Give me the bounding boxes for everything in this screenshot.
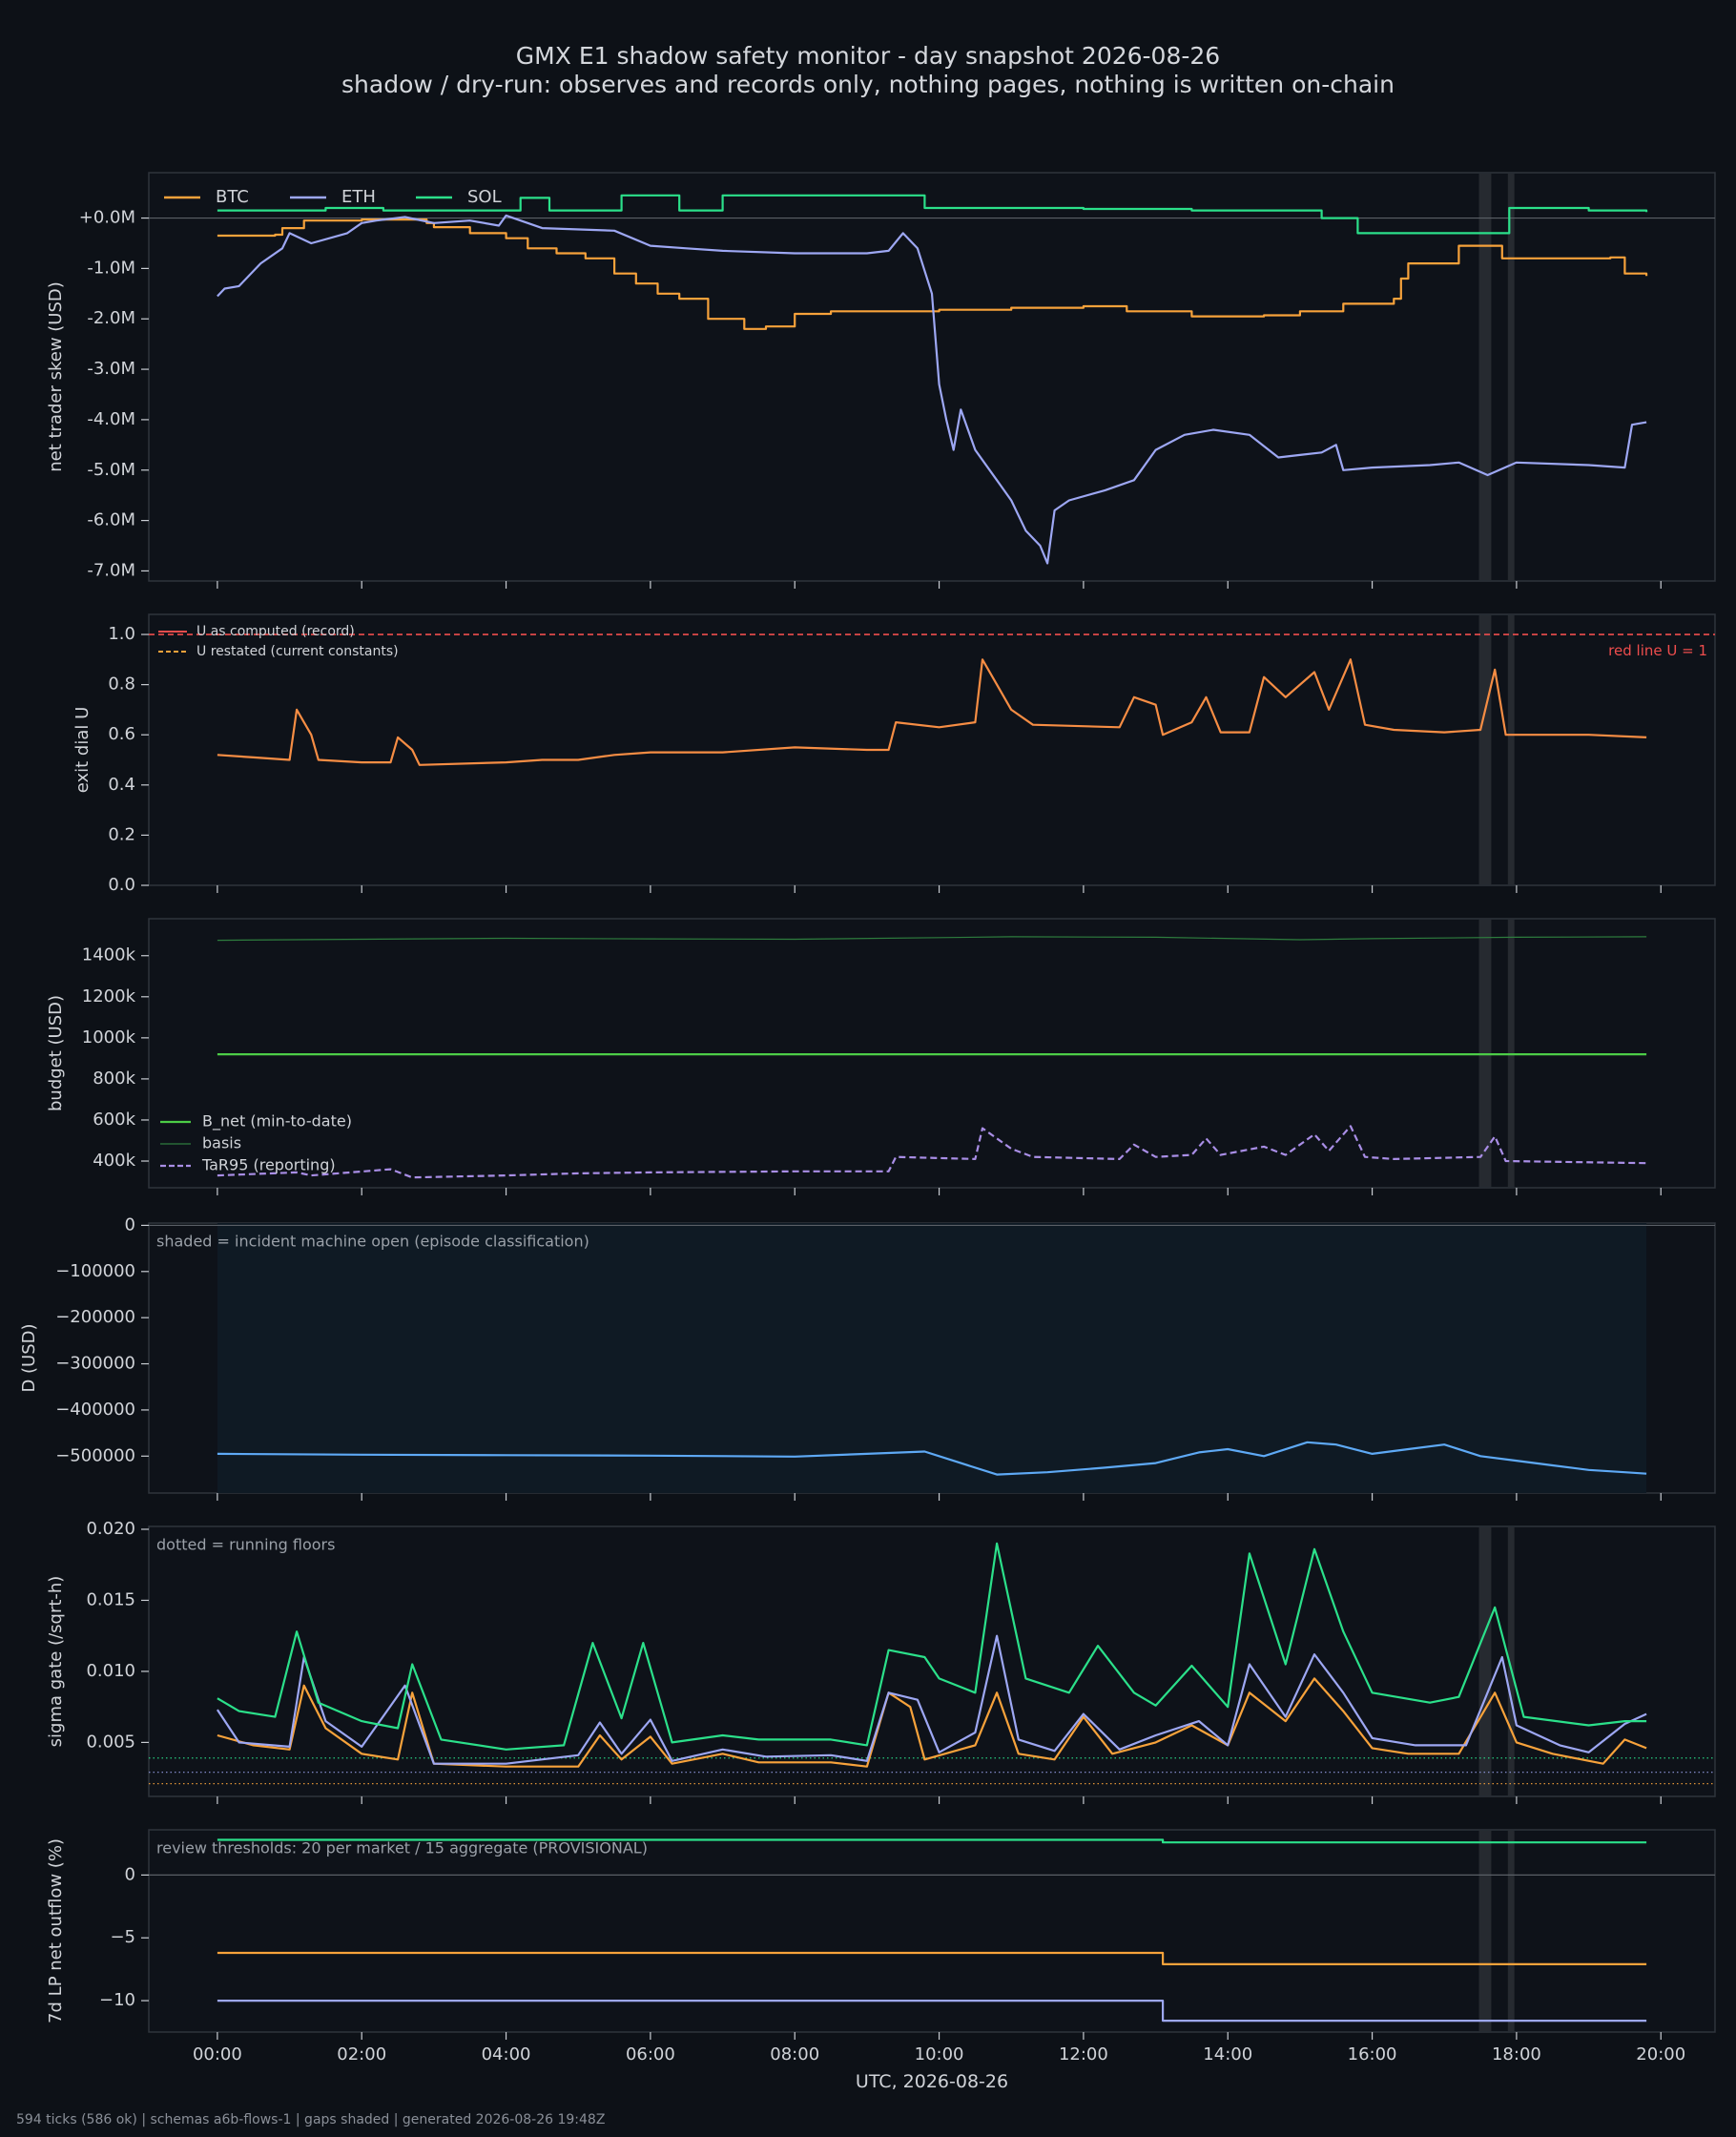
x-tick-label: 02:00 xyxy=(337,2044,386,2064)
panel-2: red line U = 1 0.0 0.2 0.4 0.6 0.8 1.0 exit dia… xyxy=(72,613,1716,895)
y-axis-label: budget (USD) xyxy=(46,995,66,1111)
y-axis-label: net trader skew (USD) xyxy=(46,281,66,472)
y-tick-label: -3.0M xyxy=(87,359,135,379)
legend-label: BTC xyxy=(216,187,249,207)
series-line-value xyxy=(217,658,1647,766)
series-line-sol xyxy=(217,1838,1647,1844)
y-tick-label: 600k xyxy=(93,1110,135,1130)
x-tick-label: 18:00 xyxy=(1492,2044,1541,2064)
panel-frame xyxy=(148,613,1716,886)
y-tick-label: 1000k xyxy=(82,1027,136,1048)
y-tick-label: −500000 xyxy=(55,1445,135,1465)
series-line-tar95-reporting- xyxy=(217,1125,1647,1179)
y-axis-label: sigma gate (/sqrt-h) xyxy=(46,1576,66,1748)
y-tick-label: 800k xyxy=(93,1068,135,1089)
legend-label: ETH xyxy=(341,187,376,207)
y-tick-label: 0.005 xyxy=(86,1732,135,1752)
red-line-label: red line U = 1 xyxy=(1608,642,1707,659)
series-line-eth xyxy=(217,2000,1647,2023)
y-tick-label: 0.8 xyxy=(108,674,135,695)
x-tick-label: 14:00 xyxy=(1203,2044,1252,2064)
y-tick-label: -5.0M xyxy=(87,460,135,480)
y-tick-label: 0.2 xyxy=(108,824,135,844)
x-tick-label: 06:00 xyxy=(626,2044,675,2064)
y-tick-label: 400k xyxy=(93,1151,135,1171)
y-tick-label: 0.015 xyxy=(86,1589,135,1609)
series-line-basis xyxy=(217,936,1647,942)
series-line-sol xyxy=(217,1542,1647,1751)
series-line-eth xyxy=(216,1634,1647,1765)
y-axis-label: exit dial U xyxy=(72,707,93,794)
y-tick-label: −200000 xyxy=(55,1307,135,1327)
incident-shade xyxy=(217,1223,1647,1493)
legend-label: SOL xyxy=(467,187,502,207)
x-tick-label: 12:00 xyxy=(1059,2044,1108,2064)
panel-frame xyxy=(148,1829,1716,2033)
y-tick-label: -6.0M xyxy=(87,510,135,530)
x-tick-label: 08:00 xyxy=(770,2044,819,2064)
y-tick-label: 0.010 xyxy=(86,1661,135,1681)
y-tick-label: 0.6 xyxy=(108,724,135,744)
y-tick-label: −100000 xyxy=(55,1261,135,1281)
panel-annotation: review thresholds: 20 per market / 15 ag… xyxy=(156,1839,648,1857)
y-tick-label: -7.0M xyxy=(87,560,135,580)
y-tick-label: −300000 xyxy=(55,1354,135,1374)
gap-shade xyxy=(1507,1831,1515,2031)
panel-5: 0.005 0.010 0.015 0.020 sigma gate (/sqrt-h)… xyxy=(46,1519,1716,1804)
series-line-btc xyxy=(217,1951,1647,1965)
y-tick-label: 1200k xyxy=(82,986,136,1006)
gap-shade xyxy=(1478,1831,1492,2031)
series-line-btc xyxy=(217,218,1648,330)
y-tick-label: 0 xyxy=(125,1864,135,1884)
series-line-value xyxy=(217,1441,1647,1476)
panel-frame xyxy=(148,172,1716,582)
y-tick-label: −5 xyxy=(110,1927,135,1947)
gap-shade xyxy=(1478,615,1492,884)
y-axis-label: 7d LP net outflow (%) xyxy=(46,1838,66,2023)
gap-shade xyxy=(1507,174,1515,580)
series-line-btc xyxy=(217,1677,1647,1768)
x-tick-label: 04:00 xyxy=(482,2044,531,2064)
y-tick-label: -1.0M xyxy=(87,258,135,278)
legend-label: TaR95 (reporting) xyxy=(201,1156,336,1174)
panel-3: 400k 600k 800k 1000k 1200k 1400k budget (USD) B… xyxy=(46,918,1716,1195)
footer-status: 594 ticks (586 ok) | schemas a6b-flows-1… xyxy=(16,2112,606,2127)
gap-shade xyxy=(1507,615,1515,884)
legend-label: U as computed (record) xyxy=(196,624,355,639)
x-tick-label: 16:00 xyxy=(1348,2044,1397,2064)
series-line-sol xyxy=(217,194,1648,235)
gap-shade xyxy=(1507,1527,1515,1795)
y-tick-label: 1400k xyxy=(82,945,136,965)
legend-label: basis xyxy=(202,1134,241,1152)
y-tick-label: 0 xyxy=(125,1214,135,1234)
x-axis-label: UTC, 2026-08-26 xyxy=(856,2071,1008,2092)
y-axis-label: D (USD) xyxy=(19,1323,39,1392)
y-tick-label: +0.0M xyxy=(79,208,135,228)
gap-shade xyxy=(1478,1527,1492,1795)
x-tick-label: 10:00 xyxy=(915,2044,964,2064)
panel-annotation: dotted = running floors xyxy=(156,1536,335,1554)
y-tick-label: 0.0 xyxy=(108,875,135,895)
panel-6: 0 −5 −10 00:00 02:00 04:00 06:00 08:00 10:00 12:0… xyxy=(46,1829,1716,2064)
series-line-eth xyxy=(217,214,1647,565)
y-tick-label: 0.020 xyxy=(86,1519,135,1539)
y-tick-label: −10 xyxy=(99,1990,135,2010)
legend-label: B_net (min-to-date) xyxy=(202,1112,352,1131)
panel-frame xyxy=(148,1525,1716,1797)
x-tick-label: 20:00 xyxy=(1636,2044,1685,2064)
panel-annotation: shaded = incident machine open (episode … xyxy=(156,1233,589,1251)
panel-4: 0 −100000 −200000 −300000 −400000 −500000 D (U… xyxy=(19,1214,1716,1501)
chart-subtitle: shadow / dry-run: observes and records o… xyxy=(341,71,1395,98)
legend-label: U restated (current constants) xyxy=(196,644,399,659)
y-tick-label: 0.4 xyxy=(108,775,135,795)
x-tick-label: 00:00 xyxy=(193,2044,242,2064)
y-tick-label: -4.0M xyxy=(87,409,135,429)
chart-title: GMX E1 shadow safety monitor - day snaps… xyxy=(515,42,1221,70)
y-tick-label: −400000 xyxy=(55,1400,135,1420)
panel-1: +0.0M -1.0M -2.0M -3.0M -4.0M -5.0M -6.0M -7.0M… xyxy=(46,172,1716,589)
y-tick-label: 1.0 xyxy=(108,624,135,644)
y-tick-label: -2.0M xyxy=(87,308,135,328)
gap-shade xyxy=(1478,174,1492,580)
